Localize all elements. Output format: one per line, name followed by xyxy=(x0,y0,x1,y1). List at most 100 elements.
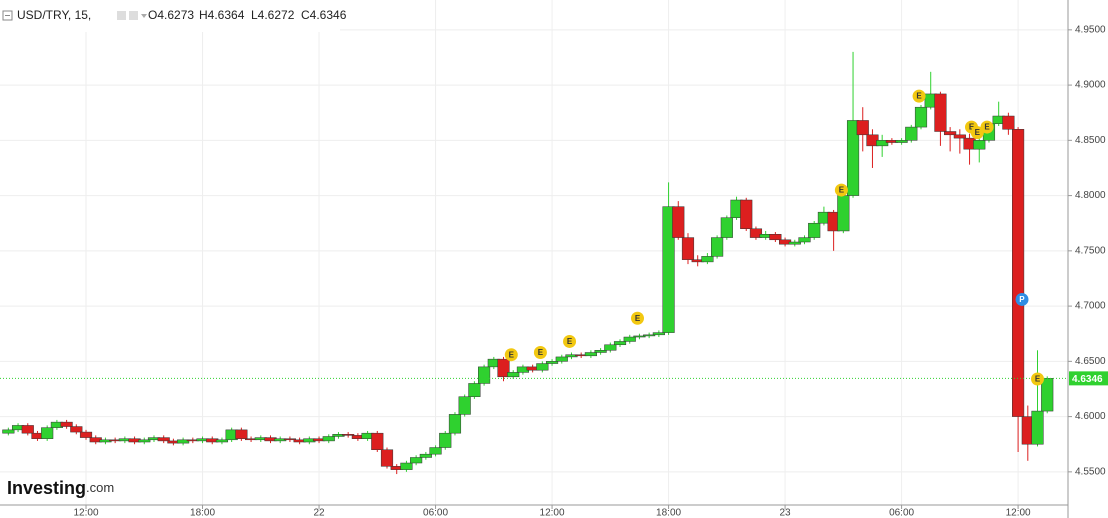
candle-body xyxy=(429,447,442,455)
candle-body xyxy=(507,372,520,378)
event-marker[interactable] xyxy=(980,120,994,134)
x-tick-label: 12:00 xyxy=(1006,508,1031,518)
candle-body xyxy=(1031,410,1044,445)
candle-body xyxy=(623,336,636,342)
y-tick-label: 4.6000 xyxy=(1075,411,1106,422)
candle-body xyxy=(613,341,627,346)
candle-body xyxy=(856,120,869,136)
candle-body xyxy=(177,439,190,444)
event-marker[interactable] xyxy=(504,348,518,362)
x-tick-label: 18:00 xyxy=(190,508,215,518)
candle-body xyxy=(478,366,491,384)
x-tick-label: 22 xyxy=(313,508,325,518)
candle-body xyxy=(536,363,549,371)
candle-body xyxy=(876,140,889,147)
icon[interactable] xyxy=(117,11,126,20)
event-label: E xyxy=(509,350,515,359)
candle-body xyxy=(439,432,452,448)
ohlc-low: L4.6272 xyxy=(251,8,295,22)
event-marker[interactable] xyxy=(970,126,984,140)
candle-body xyxy=(652,332,665,336)
y-tick-label: 4.6500 xyxy=(1075,356,1106,367)
candle-body xyxy=(468,383,481,397)
event-label: E xyxy=(567,337,573,346)
candle-body xyxy=(70,426,83,433)
candle-body xyxy=(21,425,34,434)
ohlc-open: O4.6273 xyxy=(148,8,194,22)
candle-body xyxy=(837,195,850,232)
candle-body xyxy=(2,429,15,434)
symbol: USD/TRY, 15, xyxy=(17,8,91,22)
event-marker[interactable] xyxy=(563,334,577,348)
candle-body xyxy=(788,241,801,245)
x-tick-label: 18:00 xyxy=(656,508,681,518)
y-tick-label: 4.8000 xyxy=(1075,190,1106,201)
candle-body xyxy=(419,453,432,458)
ohlc-high: H4.6364 xyxy=(199,8,245,22)
candle-body xyxy=(914,106,928,128)
event-label: E xyxy=(969,123,975,132)
logo: Investing.com xyxy=(7,478,114,498)
candle-body xyxy=(895,140,908,143)
event-marker[interactable] xyxy=(630,311,644,325)
candle-body xyxy=(672,206,685,238)
candle-body xyxy=(720,217,733,238)
candle-body xyxy=(584,352,597,357)
x-tick-label: 23 xyxy=(780,508,792,518)
candle-body xyxy=(380,449,394,467)
candle-body xyxy=(643,334,656,337)
y-tick-label: 4.5500 xyxy=(1075,466,1106,477)
candle-body xyxy=(1012,129,1025,417)
candle-body xyxy=(846,120,860,196)
candle-body xyxy=(497,358,510,378)
event-marker[interactable] xyxy=(834,183,848,197)
candle-body xyxy=(944,131,957,136)
event-marker[interactable] xyxy=(1015,292,1029,306)
candle-body xyxy=(1002,115,1015,130)
candle-body xyxy=(973,140,986,150)
event-label: E xyxy=(635,314,641,323)
logo-brand: Investing xyxy=(7,478,86,498)
event-marker[interactable] xyxy=(1031,372,1045,386)
event-marker[interactable] xyxy=(533,346,547,360)
candle-body xyxy=(60,421,73,427)
candle-body xyxy=(808,222,821,238)
candle-body xyxy=(283,438,296,441)
logo-suffix: .com xyxy=(86,480,114,495)
event-marker[interactable] xyxy=(912,89,926,103)
candle-body xyxy=(371,432,384,450)
candle-body xyxy=(953,134,966,139)
header-bg xyxy=(0,0,340,32)
candle-body xyxy=(701,256,714,263)
candle-body xyxy=(769,234,782,241)
candle-body xyxy=(448,414,462,434)
candle-body xyxy=(235,429,248,439)
candle-body xyxy=(934,93,947,132)
event-label: E xyxy=(1035,375,1041,384)
candle-body xyxy=(662,206,675,333)
candle-body xyxy=(79,431,93,438)
candle-body xyxy=(633,335,646,338)
candle-body xyxy=(400,462,413,470)
candle-body xyxy=(594,350,607,353)
event-label: E xyxy=(975,128,981,137)
candle-body xyxy=(545,361,559,364)
candle-body xyxy=(215,439,229,443)
candle-body xyxy=(458,396,471,415)
y-tick-label: 4.9500 xyxy=(1075,24,1106,35)
y-tick-label: 4.7000 xyxy=(1075,301,1106,312)
dropdown[interactable] xyxy=(141,14,147,18)
event-label: E xyxy=(916,92,922,101)
event-label: E xyxy=(839,186,845,195)
icon[interactable] xyxy=(129,11,138,20)
candle-body xyxy=(555,356,568,362)
y-tick-label: 4.8500 xyxy=(1075,135,1106,146)
candle-body xyxy=(681,237,695,260)
event-label: P xyxy=(1019,295,1025,304)
collapse-icon[interactable] xyxy=(2,10,13,21)
x-tick-label: 06:00 xyxy=(889,508,914,518)
candle-body xyxy=(740,199,753,229)
event-label: E xyxy=(538,348,544,357)
